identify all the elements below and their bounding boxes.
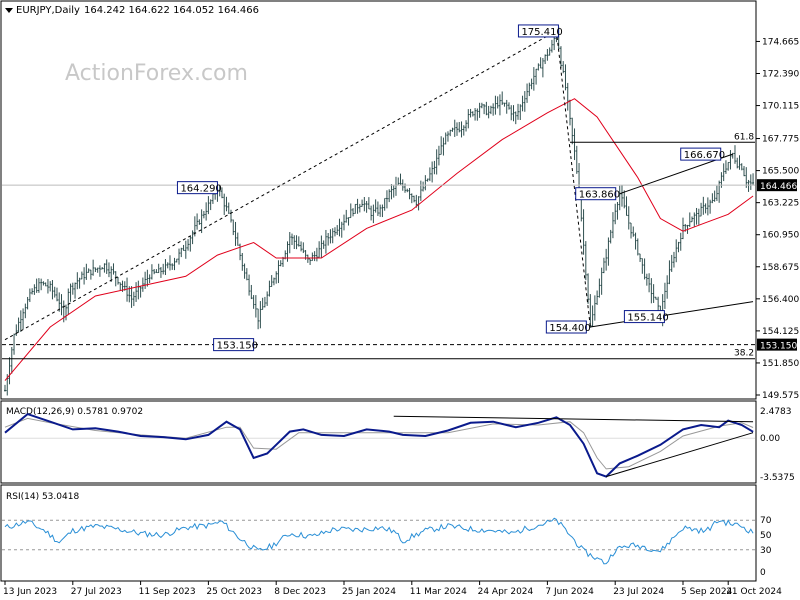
symbol-label: EURJPY,Daily xyxy=(16,5,80,16)
current-price-value: 164.466 xyxy=(760,182,797,192)
x-tick-label: 21 Oct 2024 xyxy=(726,587,782,597)
rsi-y-tick-label: 0 xyxy=(760,568,766,578)
x-tick-label: 13 Jun 2023 xyxy=(3,587,57,597)
fib-label: 38.2 xyxy=(734,349,754,359)
price-annotation: 166.670 xyxy=(684,150,725,161)
watermark: ActionForex.com xyxy=(65,61,248,86)
price-annotation: 154.400 xyxy=(549,323,590,334)
level-price-value: 153.150 xyxy=(760,342,797,352)
macd-y-tick-label: 2.4783 xyxy=(760,407,792,417)
x-tick-label: 23 Jul 2024 xyxy=(613,587,664,597)
moving-average-line xyxy=(4,98,754,381)
y-tick-label: 151.850 xyxy=(762,359,799,369)
trendline xyxy=(555,30,591,328)
y-tick-label: 149.575 xyxy=(762,391,799,401)
trendline xyxy=(590,301,754,328)
trendline xyxy=(619,153,733,195)
price-annotation: 164.290 xyxy=(180,184,221,195)
macd-line xyxy=(4,412,754,478)
macd-trendline xyxy=(606,432,754,478)
macd-title: MACD(12,26,9) 0.5781 0.9702 xyxy=(6,407,143,417)
price-annotation: 163.860 xyxy=(579,190,620,201)
price-annotation: 155.140 xyxy=(627,313,668,324)
y-tick-label: 174.665 xyxy=(762,37,799,47)
price-panel xyxy=(0,0,757,400)
macd-y-tick-label: -3.5375 xyxy=(760,473,795,483)
triangle-down-icon[interactable] xyxy=(5,8,13,13)
x-tick-label: 8 Dec 2023 xyxy=(274,587,326,597)
y-tick-label: 154.125 xyxy=(762,327,799,337)
price-annotation: 175.410 xyxy=(521,27,562,38)
price-annotation-box xyxy=(575,187,617,201)
x-tick-label: 11 Sep 2023 xyxy=(139,587,196,597)
x-tick-label: 11 Mar 2024 xyxy=(410,587,467,597)
macd-y-tick-label: 0.00 xyxy=(760,434,780,444)
rsi-line xyxy=(4,517,754,565)
y-tick-label: 165.500 xyxy=(762,167,799,177)
current-price-tag xyxy=(757,179,797,192)
price-annotation-box xyxy=(213,338,255,352)
price-annotation-box xyxy=(517,24,559,38)
price-annotation-box xyxy=(623,310,665,324)
x-tick-label: 25 Oct 2023 xyxy=(206,587,262,597)
price-annotation: 153.150 xyxy=(217,341,258,352)
x-tick-label: 5 Sep 2024 xyxy=(681,587,733,597)
level-price-tag xyxy=(757,338,797,351)
y-tick-label: 156.400 xyxy=(762,295,799,305)
rsi-panel xyxy=(0,484,757,582)
y-tick-label: 167.775 xyxy=(762,135,799,145)
y-tick-label: 158.675 xyxy=(762,263,799,273)
x-tick-label: 27 Jul 2023 xyxy=(71,587,122,597)
x-tick-label: 25 Jan 2024 xyxy=(342,587,396,597)
price-annotation-box xyxy=(545,320,587,334)
y-tick-label: 160.950 xyxy=(762,231,799,241)
y-tick-label: 172.390 xyxy=(762,70,799,80)
price-annotation-box xyxy=(176,181,218,195)
x-tick-label: 24 Apr 2024 xyxy=(478,587,534,597)
x-tick-label: 7 Jun 2024 xyxy=(545,587,594,597)
rsi-title: RSI(14) 53.0418 xyxy=(6,492,79,502)
price-annotation-box xyxy=(680,147,722,161)
macd-trendline xyxy=(393,415,754,423)
rsi-y-tick-label: 50 xyxy=(760,531,772,541)
rsi-y-tick-label: 30 xyxy=(760,546,772,556)
y-tick-label: 170.115 xyxy=(762,102,799,112)
y-tick-label: 163.225 xyxy=(762,199,799,209)
rsi-y-tick-label: 70 xyxy=(760,516,772,526)
fib-label: 61.8 xyxy=(734,132,754,142)
ohlc-label: 164.242 164.622 164.052 164.466 xyxy=(84,5,259,16)
